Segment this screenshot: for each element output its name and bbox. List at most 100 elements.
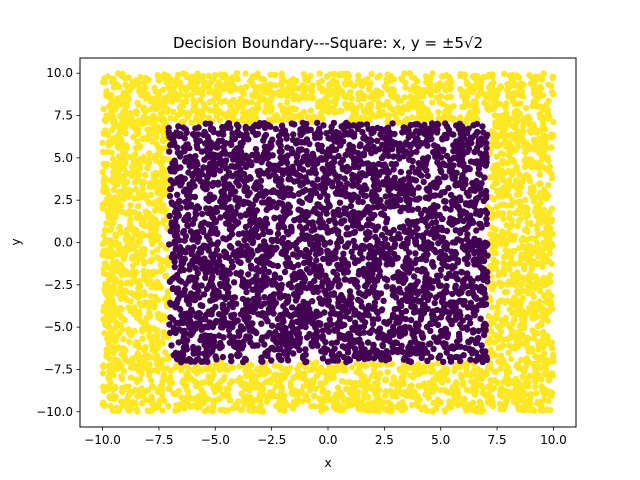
scatter-point-outside [460, 103, 468, 111]
scatter-point-outside [119, 70, 126, 78]
scatter-point-outside [408, 98, 416, 105]
scatter-point-outside [120, 367, 128, 375]
scatter-point-outside [112, 232, 119, 239]
scatter-point-outside [164, 294, 172, 301]
scatter-point-outside [165, 156, 172, 163]
scatter-point-outside [522, 196, 529, 204]
scatter-point-inside [268, 322, 276, 329]
scatter-point-outside [178, 394, 185, 401]
scatter-point-outside [132, 386, 139, 393]
scatter-point-outside [147, 191, 155, 199]
scatter-point-outside [437, 399, 444, 406]
scatter-point-outside [179, 98, 186, 106]
scatter-point-outside [513, 127, 521, 134]
scatter-point-outside [246, 373, 253, 380]
scatter-point-outside [533, 400, 541, 407]
scatter-point-outside [453, 379, 460, 386]
scatter-point-outside [390, 75, 398, 83]
scatter-point-outside [447, 93, 455, 100]
scatter-point-outside [140, 217, 147, 224]
scatter-point-outside [330, 97, 338, 105]
scatter-point-outside [538, 104, 546, 111]
scatter-point-outside [240, 394, 248, 402]
scatter-point-outside [307, 107, 314, 114]
scatter-point-outside [470, 384, 477, 391]
scatter-point-outside [512, 281, 519, 289]
scatter-point-inside [220, 235, 227, 242]
scatter-point-outside [239, 406, 246, 413]
scatter-point-outside [474, 92, 481, 100]
scatter-point-outside [532, 73, 539, 81]
scatter-point-outside [115, 189, 123, 196]
scatter-point-inside [349, 254, 357, 261]
scatter-point-outside [332, 81, 340, 89]
scatter-point-outside [546, 209, 553, 216]
scatter-point-outside [142, 319, 149, 327]
scatter-point-outside [137, 73, 144, 81]
scatter-point-outside [517, 84, 524, 92]
scatter-point-outside [133, 259, 141, 266]
scatter-point-outside [101, 200, 108, 207]
scatter-point-outside [539, 406, 546, 413]
scatter-point-outside [127, 217, 134, 224]
scatter-point-outside [522, 104, 530, 112]
scatter-point-outside [523, 171, 530, 179]
scatter-point-outside [457, 72, 464, 80]
scatter-point-outside [198, 379, 205, 386]
scatter-point-outside [110, 179, 117, 186]
scatter-point-outside [148, 377, 155, 384]
scatter-point-outside [507, 332, 515, 340]
scatter-point-outside [141, 388, 149, 395]
scatter-point-outside [187, 376, 194, 383]
scatter-point-outside [164, 353, 172, 360]
scatter-point-outside [216, 386, 223, 393]
scatter-point-outside [524, 290, 532, 297]
scatter-point-outside [497, 328, 505, 335]
scatter-point-outside [508, 217, 515, 224]
scatter-point-outside [155, 91, 162, 99]
scatter-point-outside [133, 214, 140, 222]
scatter-point-outside [456, 395, 463, 402]
scatter-point-inside [281, 268, 289, 276]
scatter-point-inside [328, 340, 335, 347]
scatter-point-outside [153, 157, 160, 165]
scatter-point-outside [242, 70, 249, 77]
scatter-point-outside [503, 367, 510, 374]
scatter-point-outside [492, 243, 499, 250]
scatter-point-outside [428, 381, 435, 388]
scatter-point-outside [330, 106, 338, 114]
scatter-point-outside [107, 140, 114, 147]
scatter-point-outside [150, 325, 158, 332]
scatter-point-outside [294, 113, 301, 120]
scatter-point-outside [285, 105, 293, 112]
scatter-point-outside [497, 391, 504, 399]
scatter-point-outside [481, 73, 488, 81]
scatter-point-outside [223, 74, 231, 82]
scatter-point-outside [143, 195, 150, 202]
scatter-point-outside [409, 114, 416, 121]
scatter-point-outside [526, 119, 533, 126]
scatter-point-outside [404, 106, 411, 113]
scatter-point-outside [266, 388, 274, 396]
scatter-point-outside [525, 113, 532, 120]
scatter-point-outside [182, 382, 190, 389]
scatter-point-outside [154, 219, 161, 227]
scatter-point-outside [451, 367, 458, 375]
scatter-point-outside [357, 378, 365, 386]
scatter-point-outside [402, 84, 409, 91]
scatter-point-outside [530, 407, 538, 414]
scatter-point-outside [540, 274, 548, 282]
scatter-point-outside [532, 138, 539, 146]
scatter-point-outside [157, 358, 164, 365]
scatter-point-inside [245, 271, 252, 278]
scatter-point-outside [519, 373, 526, 381]
scatter-point-outside [396, 365, 404, 372]
scatter-point-outside [108, 126, 116, 134]
scatter-point-outside [155, 233, 162, 240]
scatter-point-outside [371, 389, 379, 397]
scatter-point-outside [104, 161, 111, 168]
scatter-point-outside [127, 209, 134, 217]
scatter-point-outside [540, 70, 547, 77]
scatter-point-outside [492, 352, 499, 359]
scatter-point-outside [504, 229, 512, 236]
